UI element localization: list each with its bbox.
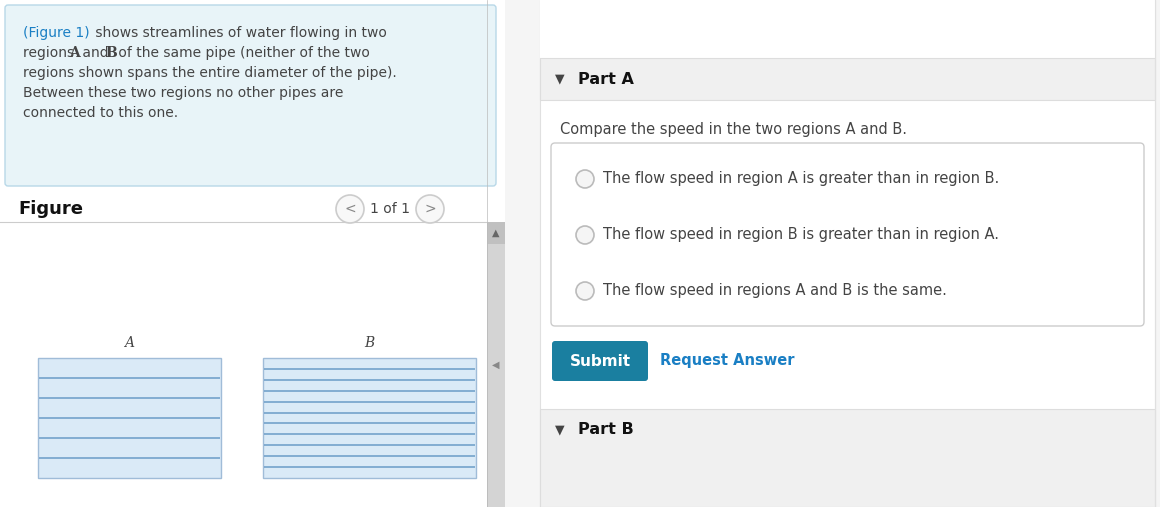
Text: shows streamlines of water flowing in two: shows streamlines of water flowing in tw… <box>90 26 387 40</box>
Text: The flow speed in region B is greater than in region A.: The flow speed in region B is greater th… <box>603 228 999 242</box>
Text: A: A <box>68 46 80 60</box>
Text: 1 of 1: 1 of 1 <box>370 202 409 216</box>
Text: ▲: ▲ <box>492 228 500 238</box>
Text: Compare the speed in the two regions A and B.: Compare the speed in the two regions A a… <box>560 122 907 137</box>
Text: and: and <box>78 46 113 60</box>
Text: regions: regions <box>23 46 79 60</box>
Bar <box>38 358 222 478</box>
FancyBboxPatch shape <box>551 143 1144 326</box>
Circle shape <box>577 226 594 244</box>
Text: A: A <box>124 336 135 350</box>
Bar <box>263 358 476 478</box>
Text: (Figure 1): (Figure 1) <box>23 26 89 40</box>
Text: The flow speed in region A is greater than in region B.: The flow speed in region A is greater th… <box>603 171 999 187</box>
FancyBboxPatch shape <box>552 341 648 381</box>
Circle shape <box>577 170 594 188</box>
Text: B: B <box>106 46 117 60</box>
Bar <box>541 409 1155 507</box>
Text: connected to this one.: connected to this one. <box>23 106 179 120</box>
Text: ◀: ◀ <box>492 359 500 370</box>
Bar <box>487 222 505 244</box>
Text: of the same pipe (neither of the two: of the same pipe (neither of the two <box>114 46 370 60</box>
Text: Figure: Figure <box>19 200 84 218</box>
Text: <: < <box>345 202 356 216</box>
Text: Part B: Part B <box>578 422 633 438</box>
Text: Between these two regions no other pipes are: Between these two regions no other pipes… <box>23 86 343 100</box>
Bar <box>541 0 1155 507</box>
Text: regions shown spans the entire diameter of the pipe).: regions shown spans the entire diameter … <box>23 66 397 80</box>
Bar <box>541 58 1155 100</box>
FancyBboxPatch shape <box>5 5 496 186</box>
Circle shape <box>577 282 594 300</box>
Text: B: B <box>364 336 375 350</box>
Bar <box>0 0 505 507</box>
Text: The flow speed in regions A and B is the same.: The flow speed in regions A and B is the… <box>603 283 947 299</box>
Text: ▼: ▼ <box>556 73 565 86</box>
Text: Request Answer: Request Answer <box>660 353 795 369</box>
Text: ▼: ▼ <box>556 423 565 437</box>
Circle shape <box>336 195 364 223</box>
Bar <box>487 222 505 507</box>
Bar <box>541 0 1155 58</box>
Text: >: > <box>425 202 436 216</box>
Text: Part A: Part A <box>578 71 633 87</box>
Circle shape <box>416 195 444 223</box>
Text: Submit: Submit <box>570 353 631 369</box>
